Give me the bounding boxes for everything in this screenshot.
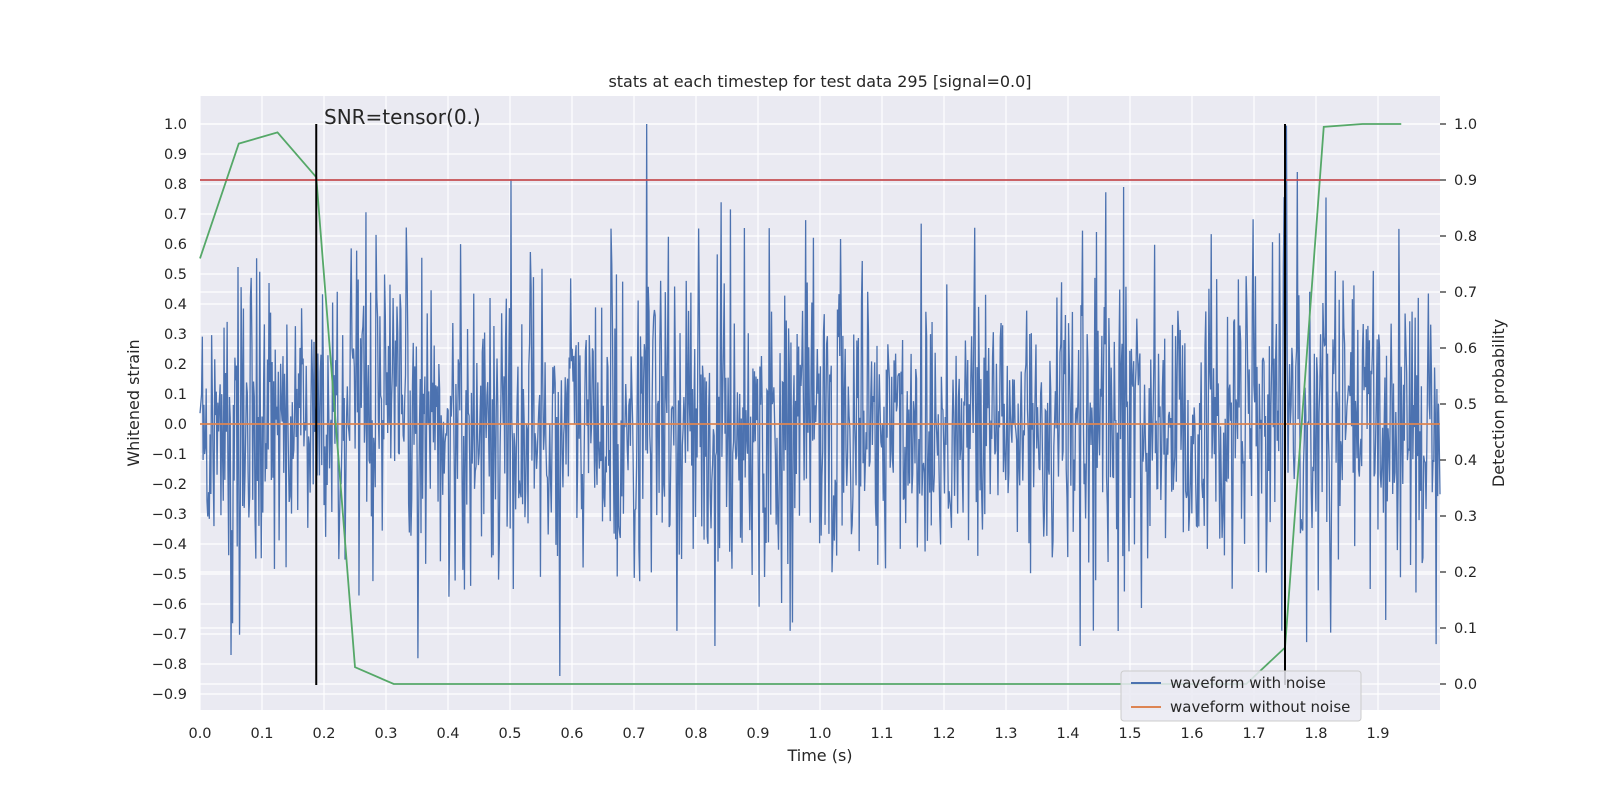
x-tick-label: 1.7 (1242, 726, 1265, 742)
y-tick-labels: 1.0 0.9 0.8 0.7 0.6 0.5 0.4 0.3 0.2 0.1 0.0 −0.1 −0.… (152, 117, 187, 703)
y-tick-label: −0.1 (152, 447, 187, 463)
y-tick-label: −0.9 (152, 687, 187, 703)
y-tick-label: 0.4 (164, 297, 187, 313)
y-tick-label: 0.0 (164, 417, 187, 433)
y2-axis-title: Detection probability (1489, 319, 1508, 487)
y-tick-label: 0.7 (164, 207, 187, 223)
x-tick-label: 0.2 (312, 726, 335, 742)
y2-tick-label: 0.3 (1454, 509, 1477, 525)
x-tick-label: 0.1 (250, 726, 273, 742)
x-tick-label: 1.6 (1180, 726, 1203, 742)
x-tick-label: 0.9 (746, 726, 769, 742)
y-tick-label: −0.2 (152, 477, 187, 493)
y-tick-label: 0.9 (164, 147, 187, 163)
x-tick-label: 0.5 (498, 726, 521, 742)
legend: waveform with noise waveform without noi… (1120, 670, 1362, 722)
y2-tick-label: 0.8 (1454, 229, 1477, 245)
y-tick-label: 0.6 (164, 237, 187, 253)
y2-tick-label: 0.4 (1454, 453, 1477, 469)
y-tick-label: 0.3 (164, 327, 187, 343)
y-axis-title: Whitened strain (124, 339, 143, 466)
y-tick-label: −0.3 (152, 507, 187, 523)
legend-label-clean: waveform without noise (1170, 698, 1350, 716)
y-tick-label: −0.5 (152, 567, 187, 583)
legend-box (1120, 670, 1362, 722)
vertical-markers (315, 124, 1286, 685)
y2-tick-labels: 1.0 0.9 0.8 0.7 0.6 0.5 0.4 0.3 0.2 0.1 0.0 (1440, 117, 1477, 693)
x-tick-label: 1.2 (932, 726, 955, 742)
y-tick-label: −0.8 (152, 657, 187, 673)
y2-tick-label: 0.9 (1454, 173, 1477, 189)
series-waveform-with-noise (199, 123, 1441, 677)
x-tick-label: 0.4 (436, 726, 459, 742)
x-tick-label: 1.4 (1056, 726, 1079, 742)
x-tick-label: 1.0 (808, 726, 831, 742)
y-tick-label: −0.4 (152, 537, 187, 553)
x-tick-label: 1.1 (870, 726, 893, 742)
y-tick-label: 0.5 (164, 267, 187, 283)
x-tick-label: 0.7 (622, 726, 645, 742)
y-tick-label: 0.8 (164, 177, 187, 193)
y2-tick-label: 1.0 (1454, 117, 1477, 133)
x-tick-label: 0.8 (684, 726, 707, 742)
x-tick-label: 0.3 (374, 726, 397, 742)
x-tick-labels: 0.0 0.1 0.2 0.3 0.4 0.5 0.6 0.7 0.8 0.9 1.0 1.1 1.2 1… (188, 726, 1389, 742)
y-tick-label: 0.1 (164, 387, 187, 403)
y2-tick-label: 0.5 (1454, 397, 1477, 413)
chart-title: stats at each timestep for test data 295… (608, 72, 1031, 91)
y2-tick-label: 0.7 (1454, 285, 1477, 301)
snr-annotation: SNR=tensor(0.) (324, 105, 481, 129)
x-tick-label: 1.5 (1118, 726, 1141, 742)
x-axis-title: Time (s) (786, 746, 852, 765)
x-tick-label: 0.0 (188, 726, 211, 742)
x-tick-label: 1.8 (1304, 726, 1327, 742)
legend-label-noise: waveform with noise (1170, 674, 1326, 692)
x-tick-label: 0.6 (560, 726, 583, 742)
y-tick-label: 0.2 (164, 357, 187, 373)
y-tick-label: −0.6 (152, 597, 187, 613)
y2-tick-label: 0.0 (1454, 677, 1477, 693)
y-tick-label: 1.0 (164, 117, 187, 133)
y2-tick-label: 0.2 (1454, 565, 1477, 581)
y2-tick-label: 0.6 (1454, 341, 1477, 357)
x-tick-label: 1.9 (1366, 726, 1389, 742)
x-tick-label: 1.3 (994, 726, 1017, 742)
y2-tick-label: 0.1 (1454, 621, 1477, 637)
y-tick-label: −0.7 (152, 627, 187, 643)
